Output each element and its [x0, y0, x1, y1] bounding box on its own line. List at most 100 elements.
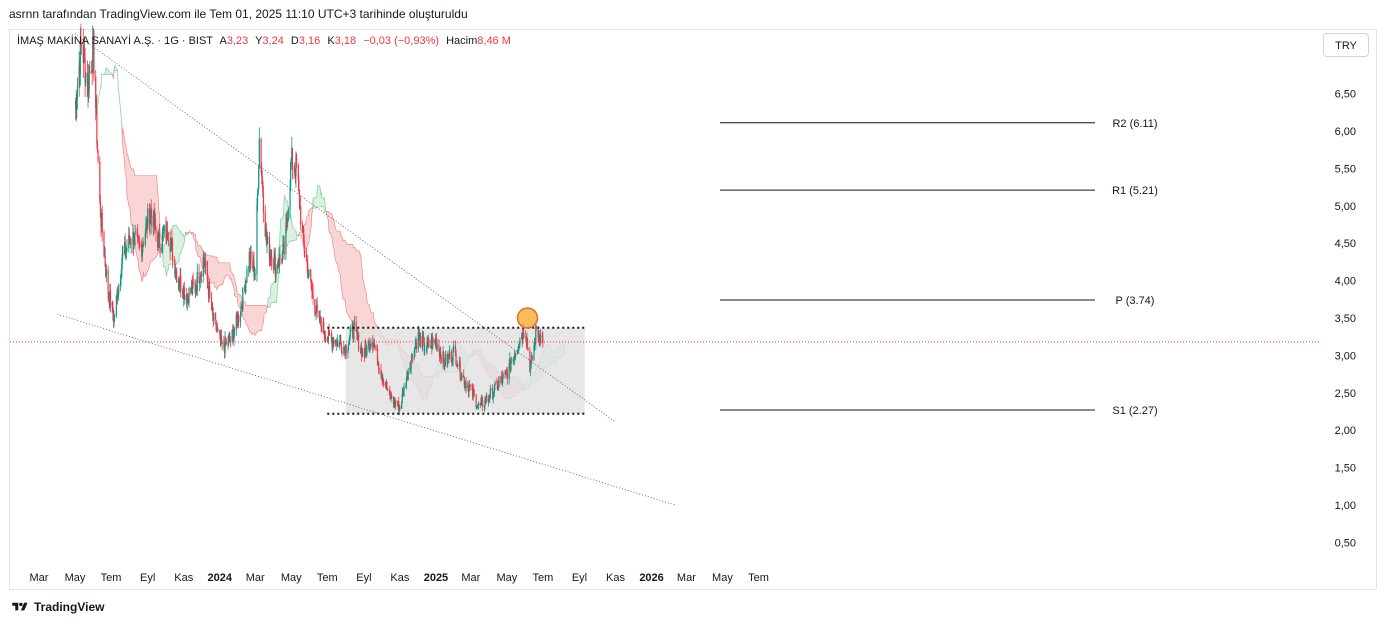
candle-body: [220, 336, 223, 344]
candle-body: [359, 349, 361, 351]
candle-body: [489, 389, 491, 399]
candle-body: [285, 223, 287, 255]
candle-body: [258, 138, 260, 168]
high-label: Y: [255, 35, 263, 47]
candle-body: [134, 234, 136, 246]
candle-body: [215, 320, 217, 331]
candle-body: [341, 351, 343, 354]
candle-body: [508, 363, 510, 380]
candle-body: [493, 384, 496, 393]
candle-body: [398, 401, 400, 412]
pivot-label: R2 (6.11): [1112, 118, 1157, 130]
candle-body: [453, 346, 455, 350]
candle-body: [372, 342, 374, 347]
candle-body: [460, 378, 462, 380]
candle-body: [329, 332, 331, 336]
breakout-marker[interactable]: [516, 307, 539, 329]
candle-body: [267, 236, 269, 244]
candle-body: [204, 264, 206, 266]
candle-body: [506, 372, 508, 373]
candle-body: [155, 227, 157, 233]
candle-body: [337, 340, 339, 347]
candle-body: [310, 269, 312, 281]
candle-body: [137, 235, 139, 239]
candle-body: [228, 338, 230, 345]
candle-body: [311, 290, 314, 292]
candle-body: [353, 323, 355, 340]
y-tick-label: 4,50: [1335, 238, 1356, 250]
candle-body: [362, 348, 364, 355]
cloud-bullish: [95, 67, 114, 109]
candle-body: [178, 280, 180, 285]
y-tick-label: 1,50: [1335, 463, 1356, 475]
x-tick-label: Tem: [748, 572, 769, 584]
candle-body: [324, 335, 326, 337]
x-tick-label: Mar: [30, 572, 49, 584]
candle-body: [157, 234, 159, 248]
cloud-bearish: [191, 232, 268, 336]
candle-body: [477, 403, 480, 406]
candle-body: [137, 233, 139, 236]
candle-body: [225, 341, 227, 345]
candle-body: [173, 260, 175, 262]
cloud-bullish: [312, 184, 327, 212]
candle-body: [158, 233, 161, 248]
candle-body: [519, 339, 521, 345]
candle-body: [178, 284, 181, 286]
candle-body: [233, 333, 235, 341]
candle-body: [219, 329, 221, 334]
candle-body: [518, 344, 520, 348]
candle-body: [80, 39, 82, 45]
candle-body: [217, 329, 219, 331]
candle-body: [225, 337, 227, 345]
x-tick-label: Eyl: [356, 572, 371, 584]
candle-body: [301, 224, 304, 231]
low-label: D: [290, 35, 299, 47]
candle-body: [76, 86, 78, 99]
candle-body: [273, 256, 275, 269]
candle-body: [150, 209, 152, 216]
candle-body: [463, 375, 465, 378]
candle-body: [97, 151, 99, 162]
candle-body: [262, 195, 265, 213]
candle-body: [96, 144, 99, 152]
candle-body: [531, 355, 533, 360]
candle-body: [339, 342, 341, 347]
candle-body: [364, 345, 366, 358]
candle-body: [405, 379, 408, 387]
tradingview-footer: TradingView: [10, 600, 104, 614]
candle-body: [444, 354, 447, 367]
y-tick-label: 0,50: [1335, 537, 1356, 549]
candle-body: [236, 314, 238, 319]
cloud-bullish: [113, 64, 123, 141]
candle-body: [128, 234, 130, 243]
candle-body: [430, 346, 432, 348]
candle-body: [493, 392, 495, 394]
candle-body: [268, 236, 270, 260]
candle-body: [496, 382, 498, 390]
candle-body: [121, 264, 123, 277]
candle-body: [334, 339, 337, 344]
candle-body: [289, 187, 291, 210]
candle-body: [496, 382, 498, 383]
candle-body: [171, 241, 174, 261]
candle-body: [327, 339, 329, 341]
currency-button[interactable]: TRY: [1323, 33, 1369, 57]
candle-body: [327, 329, 330, 340]
candle-body: [84, 57, 86, 84]
candle-body: [500, 376, 502, 383]
candle-body: [422, 335, 424, 339]
candle-body: [426, 340, 428, 350]
candle-body: [240, 306, 242, 317]
candle-body: [216, 329, 218, 332]
candle-body: [535, 326, 537, 344]
candle-body: [140, 245, 142, 247]
candle-body: [389, 389, 391, 395]
candle-body: [424, 349, 426, 351]
open-value: 3,23: [226, 35, 249, 47]
candle-body: [109, 290, 112, 307]
candle-body: [167, 237, 169, 240]
candle-body: [191, 281, 194, 294]
candle-body: [171, 238, 173, 242]
